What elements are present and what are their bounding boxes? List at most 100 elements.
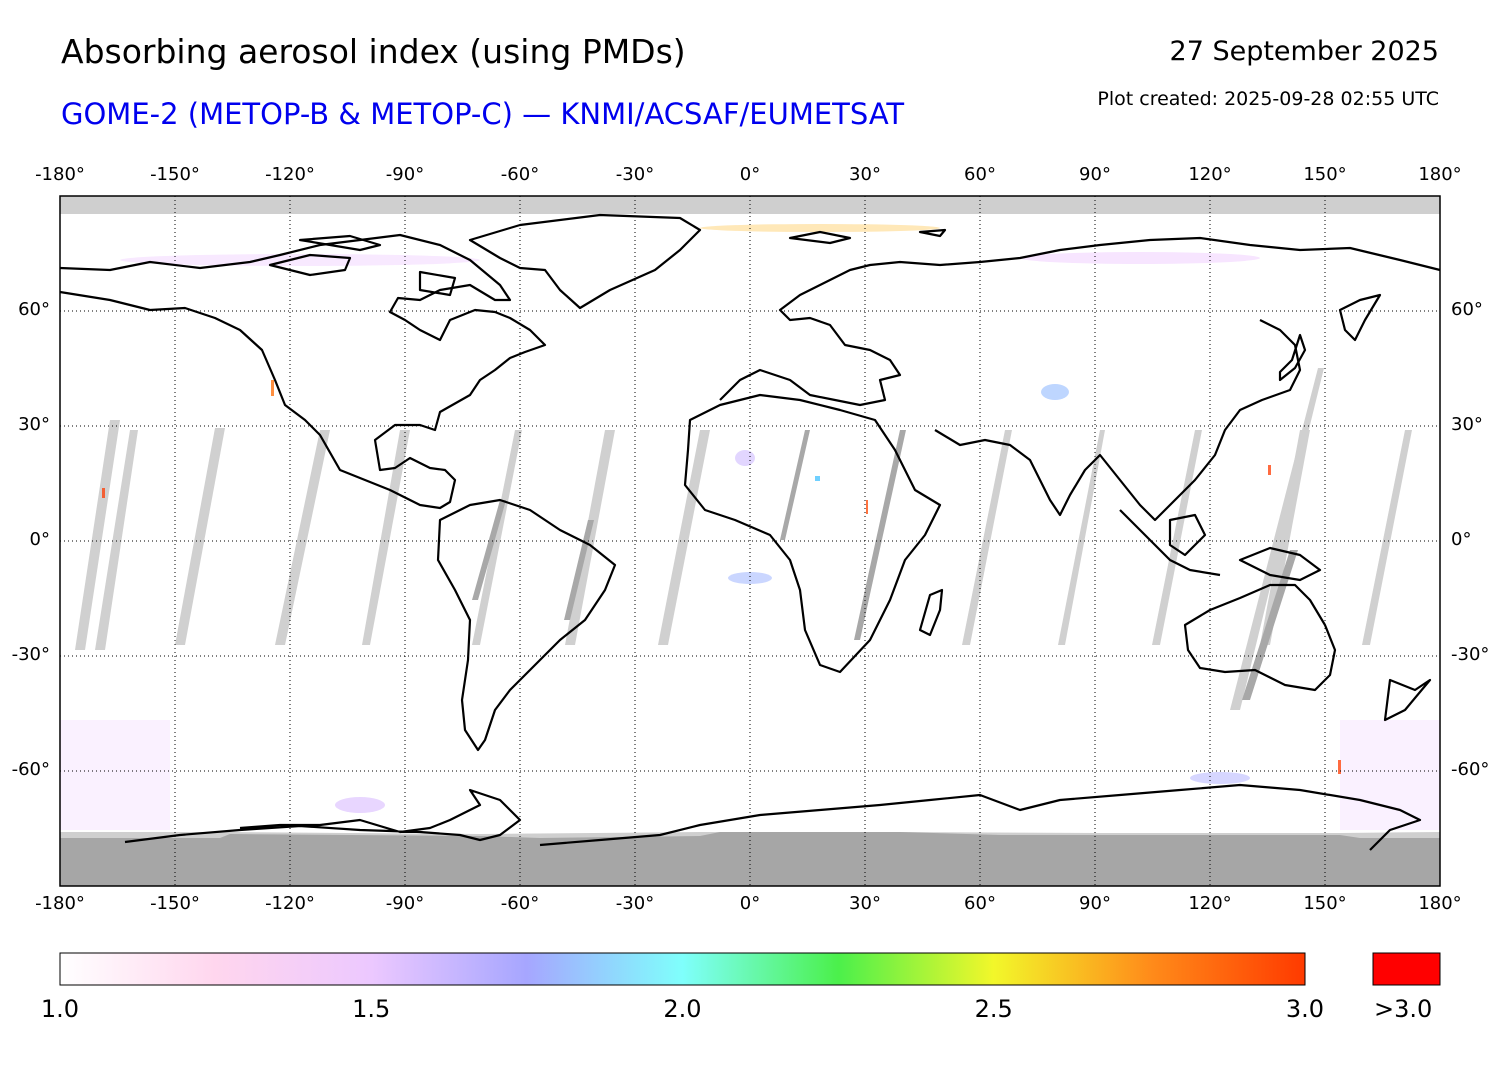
orbit-gap bbox=[962, 430, 1012, 645]
lat-label-left: 60° bbox=[18, 299, 50, 320]
aerosol-hotspot bbox=[271, 380, 274, 396]
orbit-gap bbox=[1058, 430, 1105, 645]
coast-japan bbox=[1278, 333, 1307, 382]
coast-new-zealand bbox=[1383, 678, 1432, 722]
lat-label-right: -60° bbox=[1451, 759, 1490, 780]
colorbar-overflow-label: >3.0 bbox=[1374, 995, 1433, 1023]
lon-label-top: -30° bbox=[615, 164, 655, 185]
orbit-gap bbox=[658, 430, 710, 645]
lon-label-bottom: 180° bbox=[1418, 893, 1462, 914]
coast-madagascar bbox=[918, 588, 944, 637]
lon-label-top: 90° bbox=[1079, 164, 1111, 185]
lon-label-top: 60° bbox=[964, 164, 996, 185]
aerosol-patch bbox=[335, 797, 385, 813]
lon-label-bottom: 150° bbox=[1303, 893, 1347, 914]
lon-label-top: 150° bbox=[1303, 164, 1347, 185]
aerosol-patch bbox=[735, 450, 755, 466]
lat-label-left: 30° bbox=[18, 414, 50, 435]
colorbar-gradient bbox=[59, 952, 1306, 986]
aerosol-patch bbox=[728, 572, 772, 584]
lon-label-bottom: -90° bbox=[385, 893, 425, 914]
lon-label-top: 120° bbox=[1188, 164, 1232, 185]
colorbar bbox=[59, 952, 1441, 986]
colorbar-tick-label: 1.5 bbox=[352, 995, 391, 1023]
colorbar-tick-label: 2.5 bbox=[974, 995, 1013, 1023]
lon-label-bottom: 30° bbox=[849, 893, 881, 914]
lon-label-top: -120° bbox=[265, 164, 315, 185]
observation-date: 27 September 2025 bbox=[1169, 36, 1439, 67]
aerosol-hotspot bbox=[1338, 760, 1341, 774]
orbit-overlap bbox=[564, 520, 594, 620]
lon-label-bottom: 120° bbox=[1188, 893, 1232, 914]
plot-created-timestamp: Plot created: 2025-09-28 02:55 UTC bbox=[1097, 88, 1439, 110]
map-border bbox=[59, 195, 1441, 887]
orbit-gap bbox=[1260, 430, 1310, 645]
aerosol-patch bbox=[120, 254, 480, 266]
aerosol-patch bbox=[1190, 772, 1250, 784]
coast-indonesia bbox=[1119, 509, 1322, 582]
map-frame bbox=[59, 195, 1441, 887]
lon-label-bottom: -30° bbox=[615, 893, 655, 914]
lon-label-bottom: 90° bbox=[1079, 893, 1111, 914]
map-title: Absorbing aerosol index (using PMDs) bbox=[61, 32, 686, 71]
graticule bbox=[60, 196, 1440, 886]
orbit-overlaps bbox=[472, 430, 1298, 700]
coast-kamchatka bbox=[1338, 293, 1382, 342]
orbit-gap bbox=[362, 430, 410, 645]
lon-label-bottom: 0° bbox=[739, 893, 761, 914]
coast-arctic-islands bbox=[268, 228, 947, 297]
aerosol-hotspot bbox=[102, 488, 105, 498]
lat-label-right: -30° bbox=[1451, 644, 1490, 665]
orbit-gap bbox=[175, 428, 225, 645]
orbit-overlap bbox=[472, 500, 506, 600]
lon-label-bottom: -120° bbox=[265, 893, 315, 914]
lat-label-left: 0° bbox=[29, 529, 50, 550]
orbit-overlap bbox=[854, 430, 906, 640]
aerosol-speckle bbox=[60, 224, 1440, 830]
coast-europe bbox=[719, 236, 1441, 407]
lat-label-right: 60° bbox=[1451, 299, 1483, 320]
aerosol-hotspot bbox=[815, 476, 820, 481]
lat-label-left: -30° bbox=[11, 644, 50, 665]
orbit-gap bbox=[1230, 368, 1324, 710]
aerosol-hotspot bbox=[1268, 465, 1271, 475]
aerosol-patch bbox=[60, 720, 170, 830]
orbit-gaps bbox=[75, 368, 1412, 710]
aerosol-hotspot bbox=[866, 500, 868, 514]
orbit-gap bbox=[95, 430, 138, 650]
lon-label-top: -180° bbox=[35, 164, 85, 185]
lat-label-right: 0° bbox=[1451, 529, 1472, 550]
aerosol-patch bbox=[700, 224, 940, 232]
colorbar-tick-label: 1.0 bbox=[40, 995, 80, 1023]
lon-label-top: 180° bbox=[1418, 164, 1462, 185]
orbit-gap bbox=[565, 430, 615, 645]
coast-asia-south bbox=[934, 319, 1302, 522]
lon-label-bottom: -60° bbox=[500, 893, 540, 914]
colorbar-tick-label: 3.0 bbox=[1285, 995, 1325, 1023]
coast-australia bbox=[1183, 583, 1337, 692]
lat-label-left: -60° bbox=[11, 759, 50, 780]
orbit-gap bbox=[1152, 430, 1202, 645]
orbit-gap bbox=[472, 430, 522, 645]
lat-label-right: 30° bbox=[1451, 414, 1483, 435]
lon-label-top: 0° bbox=[739, 164, 761, 185]
colorbar-tick-label: 2.0 bbox=[663, 995, 702, 1023]
orbit-gap bbox=[275, 430, 330, 645]
coast-greenland bbox=[468, 213, 702, 310]
lon-label-top: -150° bbox=[150, 164, 200, 185]
coastlines bbox=[59, 213, 1441, 851]
aerosol-patch bbox=[1340, 720, 1440, 830]
lon-label-top: -90° bbox=[385, 164, 425, 185]
lon-label-bottom: 60° bbox=[964, 893, 996, 914]
orbit-gap bbox=[1362, 430, 1412, 645]
lon-label-bottom: -180° bbox=[35, 893, 85, 914]
lon-label-top: -60° bbox=[500, 164, 540, 185]
coast-antarctica bbox=[124, 783, 1422, 851]
lon-label-top: 30° bbox=[849, 164, 881, 185]
colorbar-overflow-box bbox=[1372, 952, 1441, 986]
aerosol-patch bbox=[1041, 384, 1069, 400]
coast-africa bbox=[683, 393, 942, 674]
lon-label-bottom: -150° bbox=[150, 893, 200, 914]
orbit-gap bbox=[75, 420, 120, 650]
